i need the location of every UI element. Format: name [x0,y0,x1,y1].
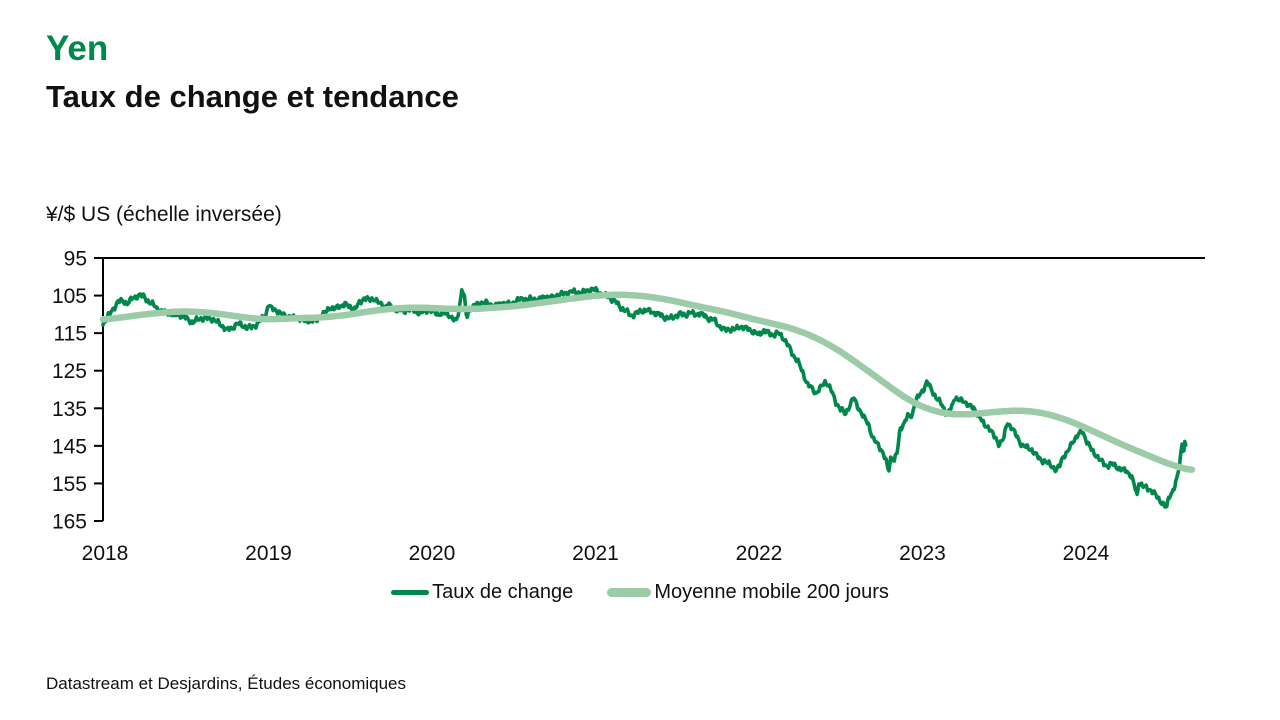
legend-item-moyenne-mobile: Moyenne mobile 200 jours [607,581,889,604]
x-axis-tick-label: 2023 [899,542,946,565]
y-axis-tick-label: 135 [52,398,87,421]
x-axis-tick-label: 2021 [572,542,619,565]
x-axis-tick-label: 2019 [245,542,292,565]
y-axis-tick-label: 165 [52,510,87,533]
page-subtitle: Taux de change et tendance [46,79,459,114]
y-axis-tick-label: 105 [52,285,87,308]
exchange-rate-line [101,285,1188,509]
y-axis-title: ¥/$ US (échelle inversée) [46,203,282,226]
legend-label: Taux de change [432,581,574,603]
source-note: Datastream et Desjardins, Études économi… [46,674,407,693]
exchange-rate-line-swatch [391,590,430,595]
legend-label: Moyenne mobile 200 jours [654,581,889,603]
y-axis-tick-label: 145 [52,435,87,458]
y-axis-tick-label: 125 [52,360,87,383]
y-axis-tick-label: 115 [54,323,87,346]
legend-item-taux-de-change: Taux de change [391,581,573,604]
page-title: Yen [46,29,109,68]
x-axis-tick-label: 2020 [409,542,456,565]
moving-average-line-swatch [607,588,652,597]
y-axis-tick-label: 95 [64,248,87,271]
moving-average-line [99,291,1196,473]
x-axis-tick-label: 2018 [82,542,129,565]
y-axis-tick-label: 155 [52,473,87,496]
x-axis-tick-label: 2024 [1063,542,1110,565]
x-axis-tick-label: 2022 [736,542,783,565]
chart-legend: Taux de change Moyenne mobile 200 jours [0,581,1280,604]
